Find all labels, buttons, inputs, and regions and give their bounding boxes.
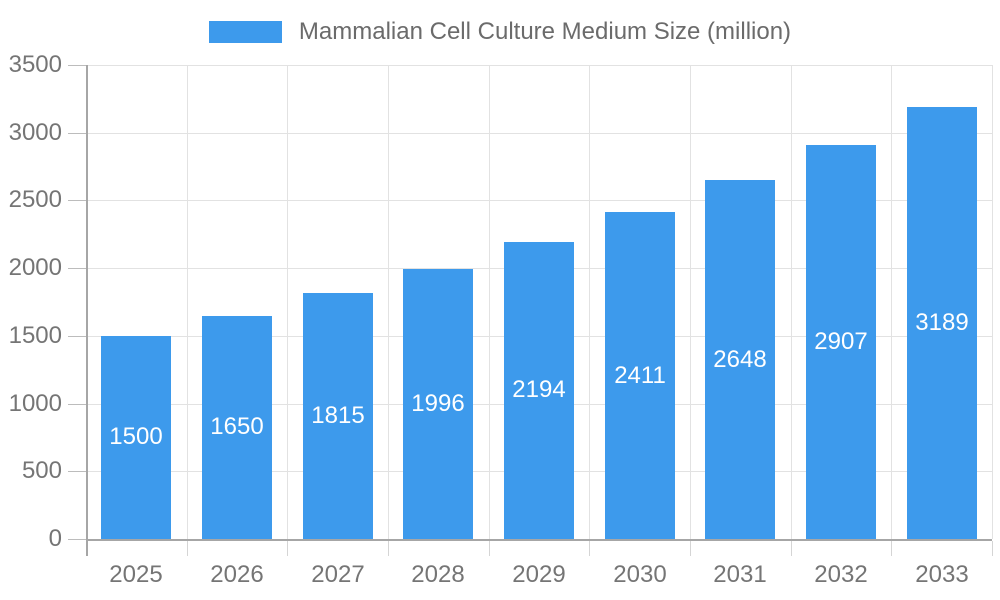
v-gridline bbox=[891, 65, 892, 539]
bar-value-label: 2907 bbox=[814, 328, 868, 355]
y-axis-tick-label: 0 bbox=[48, 525, 62, 552]
bar[interactable] bbox=[303, 293, 373, 539]
x-axis-tick-label: 2033 bbox=[915, 561, 969, 588]
y-axis-tick bbox=[68, 471, 86, 472]
x-axis-tick-label: 2030 bbox=[613, 561, 667, 588]
bar-value-label: 2648 bbox=[713, 346, 767, 373]
v-gridline bbox=[388, 65, 389, 539]
chart-legend[interactable]: Mammalian Cell Culture Medium Size (mill… bbox=[0, 14, 1000, 50]
v-gridline bbox=[589, 65, 590, 539]
bar[interactable] bbox=[504, 242, 574, 539]
bar[interactable] bbox=[705, 180, 775, 539]
y-axis-tick bbox=[68, 268, 86, 269]
y-axis-tick-label: 3000 bbox=[8, 119, 62, 146]
x-axis-tick-label: 2025 bbox=[109, 561, 163, 588]
x-axis-line bbox=[86, 539, 992, 541]
y-axis-tick bbox=[68, 200, 86, 201]
bar[interactable] bbox=[101, 336, 171, 539]
x-axis-tick bbox=[589, 541, 590, 556]
y-axis-tick-label: 2000 bbox=[8, 254, 62, 281]
x-axis-tick bbox=[891, 541, 892, 556]
v-gridline bbox=[187, 65, 188, 539]
x-axis-tick bbox=[388, 541, 389, 556]
y-axis-tick bbox=[68, 65, 86, 66]
bar-value-label: 1996 bbox=[411, 390, 465, 417]
y-axis-tick-label: 500 bbox=[21, 457, 62, 484]
x-axis-tick bbox=[992, 541, 993, 556]
v-gridline bbox=[489, 65, 490, 539]
h-gridline bbox=[86, 133, 992, 134]
y-axis-tick bbox=[68, 404, 86, 405]
v-gridline bbox=[992, 65, 993, 539]
y-axis-tick bbox=[68, 336, 86, 337]
h-gridline bbox=[86, 200, 992, 201]
legend-swatch bbox=[208, 21, 282, 43]
x-axis-tick bbox=[187, 541, 188, 556]
x-axis-tick-label: 2031 bbox=[713, 561, 767, 588]
bar-value-label: 2194 bbox=[512, 376, 566, 403]
x-axis-tick-label: 2026 bbox=[210, 561, 264, 588]
x-axis-tick-label: 2027 bbox=[311, 561, 365, 588]
x-axis-tick-label: 2029 bbox=[512, 561, 566, 588]
bar[interactable] bbox=[605, 212, 675, 539]
x-axis-tick bbox=[287, 541, 288, 556]
x-axis-tick-label: 2028 bbox=[411, 561, 465, 588]
legend-label: Mammalian Cell Culture Medium Size (mill… bbox=[298, 18, 792, 45]
y-axis-tick-label: 3500 bbox=[8, 51, 62, 78]
x-axis-tick bbox=[791, 541, 792, 556]
bar-value-label: 1500 bbox=[109, 423, 163, 450]
bar-value-label: 2411 bbox=[614, 362, 666, 389]
v-gridline bbox=[690, 65, 691, 539]
x-axis-tick bbox=[489, 541, 490, 556]
y-axis-line bbox=[86, 65, 88, 556]
y-axis-tick bbox=[68, 133, 86, 134]
bar[interactable] bbox=[806, 145, 876, 539]
bar[interactable] bbox=[403, 269, 473, 539]
bar-value-label: 1650 bbox=[210, 413, 264, 440]
bar[interactable] bbox=[907, 107, 977, 539]
y-axis-tick bbox=[68, 539, 86, 540]
bar-value-label: 3189 bbox=[915, 309, 969, 336]
y-axis-tick-label: 1500 bbox=[8, 322, 62, 349]
y-axis-tick-label: 2500 bbox=[8, 186, 62, 213]
bar[interactable] bbox=[202, 316, 272, 539]
v-gridline bbox=[287, 65, 288, 539]
y-axis-tick-label: 1000 bbox=[8, 390, 62, 417]
x-axis-tick-label: 2032 bbox=[814, 561, 868, 588]
bar-value-label: 1815 bbox=[311, 402, 365, 429]
x-axis-tick bbox=[690, 541, 691, 556]
h-gridline bbox=[86, 65, 992, 66]
v-gridline bbox=[791, 65, 792, 539]
